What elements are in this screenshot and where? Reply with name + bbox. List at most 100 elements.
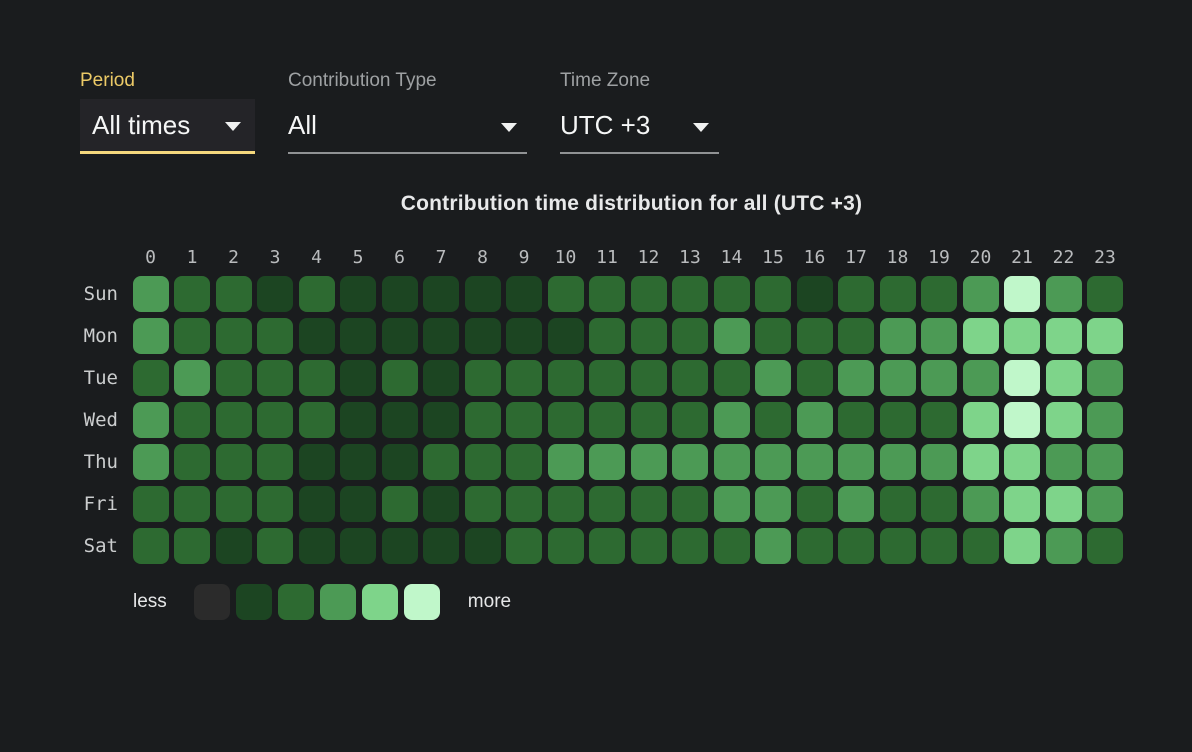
- heatmap-cell: [838, 528, 874, 564]
- heatmap-cell: [755, 444, 791, 480]
- legend-swatch-level-2: [277, 584, 314, 620]
- heatmap-cell: [755, 486, 791, 522]
- heatmap-cell: [464, 360, 501, 396]
- time-zone-select[interactable]: UTC +3: [560, 99, 719, 154]
- heatmap-cell: [672, 444, 708, 480]
- heatmap-cell: [547, 528, 584, 564]
- period-select[interactable]: All times: [80, 99, 255, 154]
- heatmap-cell: [630, 276, 667, 312]
- heatmap-cell: [921, 528, 957, 564]
- hour-label-12: 12: [637, 247, 660, 268]
- heatmap-cell: [215, 486, 252, 522]
- hour-label-20: 20: [969, 247, 992, 268]
- heatmap-cell: [796, 276, 833, 312]
- heatmap-cell: [672, 486, 708, 522]
- day-label-sat: Sat: [83, 535, 118, 557]
- period-value: All times: [92, 109, 191, 140]
- legend-more-label: more: [467, 591, 512, 612]
- heatmap-legend: less more: [133, 584, 1192, 620]
- heatmap-cell: [132, 360, 169, 396]
- heatmap-cell: [340, 444, 376, 480]
- heatmap-cell: [215, 402, 252, 438]
- heatmap-cell: [838, 360, 874, 396]
- heatmap-cell: [381, 486, 418, 522]
- heatmap-cell: [215, 444, 252, 480]
- heatmap-cell: [174, 528, 210, 564]
- hour-label-18: 18: [886, 247, 909, 268]
- heatmap-cell: [713, 486, 750, 522]
- heatmap-cell: [298, 444, 335, 480]
- day-label-thu: Thu: [83, 451, 118, 473]
- heatmap-cell: [174, 402, 210, 438]
- heatmap-cell: [1045, 402, 1082, 438]
- period-label: Period: [80, 70, 135, 91]
- heatmap-cell: [381, 276, 418, 312]
- heatmap-cell: [464, 402, 501, 438]
- contribution-type-value: All: [288, 110, 317, 140]
- heatmap-cell: [1004, 486, 1040, 522]
- heatmap-cell: [381, 318, 418, 354]
- heatmap-cell: [630, 318, 667, 354]
- heatmap-cell: [174, 360, 210, 396]
- heatmap-cell: [340, 486, 376, 522]
- heatmap-cell: [1004, 402, 1040, 438]
- heatmap-cell: [298, 276, 335, 312]
- heatmap-cell: [423, 486, 459, 522]
- heatmap-cell: [1087, 360, 1123, 396]
- heatmap-cell: [1087, 402, 1123, 438]
- hour-label-3: 3: [269, 247, 281, 268]
- heatmap-cell: [879, 402, 916, 438]
- heatmap-cell: [340, 360, 376, 396]
- hour-label-5: 5: [352, 247, 364, 268]
- heatmap-cell: [506, 402, 542, 438]
- hour-label-1: 1: [186, 247, 198, 268]
- heatmap-cell: [879, 318, 916, 354]
- heatmap-cell: [838, 318, 874, 354]
- heatmap-cell: [547, 402, 584, 438]
- hour-label-10: 10: [554, 247, 577, 268]
- heatmap-cell: [257, 444, 293, 480]
- heatmap-cell: [589, 528, 625, 564]
- heatmap-cell: [215, 276, 252, 312]
- heatmap-cell: [1004, 360, 1040, 396]
- heatmap-cell: [962, 528, 999, 564]
- heatmap-cell: [506, 360, 542, 396]
- heatmap-cell: [464, 528, 501, 564]
- heatmap-cell: [589, 444, 625, 480]
- heatmap-cell: [796, 402, 833, 438]
- heatmap-cell: [298, 486, 335, 522]
- heatmap-cell: [547, 360, 584, 396]
- heatmap-cell: [921, 402, 957, 438]
- hour-label-11: 11: [596, 247, 618, 268]
- heatmap-cell: [298, 528, 335, 564]
- heatmap-cell: [1004, 444, 1040, 480]
- heatmap-cell: [423, 318, 459, 354]
- heatmap-cell: [589, 360, 625, 396]
- heatmap-cell: [755, 318, 791, 354]
- legend-swatch-level-3: [319, 584, 356, 620]
- chevron-down-icon: [501, 122, 517, 132]
- legend-swatch-level-1: [235, 584, 272, 620]
- heatmap-cell: [257, 528, 293, 564]
- heatmap-cell: [174, 276, 210, 312]
- heatmap-cell: [755, 276, 791, 312]
- legend-swatch-level-5: [403, 584, 440, 620]
- heatmap-cell: [547, 318, 584, 354]
- chart-title: Contribution time distribution for all (…: [400, 192, 863, 215]
- heatmap-cell: [381, 402, 418, 438]
- heatmap-cell: [423, 276, 459, 312]
- heatmap-cell: [1087, 528, 1123, 564]
- heatmap-cell: [1045, 318, 1082, 354]
- contribution-type-select[interactable]: All: [288, 99, 527, 154]
- heatmap-cell: [174, 486, 210, 522]
- heatmap-cell: [672, 528, 708, 564]
- heatmap-cell: [132, 444, 169, 480]
- heatmap-cell: [381, 444, 418, 480]
- heatmap-cell: [1045, 276, 1082, 312]
- heatmap-cell: [962, 486, 999, 522]
- heatmap-cell: [381, 360, 418, 396]
- heatmap-cell: [1045, 444, 1082, 480]
- heatmap-cell: [796, 318, 833, 354]
- heatmap-cell: [464, 486, 501, 522]
- day-label-fri: Fri: [83, 493, 118, 515]
